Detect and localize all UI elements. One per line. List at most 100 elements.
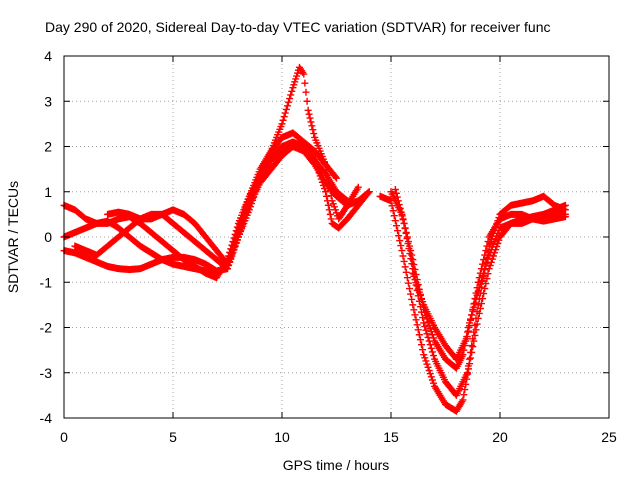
data-point	[409, 301, 417, 309]
data-point	[426, 370, 434, 378]
y-tick-label: 3	[44, 93, 52, 109]
data-point	[421, 354, 429, 362]
data-point	[472, 314, 480, 322]
data-point	[458, 398, 466, 406]
data-point	[414, 326, 422, 334]
data-point	[279, 116, 287, 124]
chart-title: Day 290 of 2020, Sidereal Day-to-day VTE…	[45, 19, 551, 35]
data-point	[235, 230, 243, 238]
data-point	[407, 290, 415, 298]
axis-ticks: 0 5 10 15 20 25 -4 -3 -2 -1 0 1 2 3 4	[40, 48, 617, 445]
data-point	[397, 208, 405, 216]
data-point	[475, 274, 483, 282]
data-point	[404, 279, 412, 287]
data-point	[430, 352, 438, 360]
data-point	[278, 120, 286, 128]
data-point	[409, 269, 417, 277]
data-point	[396, 237, 404, 245]
data-point	[477, 300, 485, 308]
data-point	[408, 295, 416, 303]
data-point	[413, 282, 421, 290]
data-point	[300, 70, 308, 78]
data-point	[473, 308, 481, 316]
data-point	[428, 348, 436, 356]
data-point	[419, 314, 427, 322]
data-point	[398, 247, 406, 255]
data-point	[240, 217, 248, 225]
data-point	[468, 342, 476, 350]
data-point	[285, 98, 293, 106]
data-point	[394, 197, 402, 205]
data-point	[354, 183, 362, 191]
data-point	[305, 110, 313, 118]
data-point	[403, 274, 411, 282]
data-point	[465, 355, 473, 363]
data-point	[418, 295, 426, 303]
data-point	[365, 188, 373, 196]
data-point	[325, 206, 333, 214]
y-tick-label: -1	[40, 274, 53, 290]
data-point	[307, 118, 315, 126]
data-point	[402, 229, 410, 237]
series-pass-9	[409, 210, 569, 363]
data-point	[412, 279, 420, 287]
data-point	[469, 343, 477, 351]
data-point	[411, 311, 419, 319]
data-point	[477, 265, 485, 273]
data-point	[301, 79, 309, 87]
data-point	[470, 300, 478, 308]
data-point	[489, 252, 497, 260]
data-point	[474, 278, 482, 286]
data-point	[322, 188, 330, 196]
data-point	[288, 87, 296, 95]
y-tick-label: -3	[40, 365, 53, 381]
data-point	[418, 341, 426, 349]
data-point	[281, 109, 289, 117]
data-point	[286, 95, 294, 103]
data-point	[481, 251, 489, 259]
data-point	[239, 220, 247, 228]
data-point	[237, 227, 245, 235]
data-point	[402, 268, 410, 276]
data-point	[430, 379, 438, 387]
data-point	[425, 366, 433, 374]
data-point	[426, 324, 434, 332]
data-point	[473, 284, 481, 292]
y-axis-label: SDTVAR / TECUs	[5, 181, 21, 293]
data-point	[282, 105, 290, 113]
data-point	[464, 327, 472, 335]
data-point	[425, 337, 433, 345]
data-point	[464, 362, 472, 370]
data-point	[310, 130, 318, 138]
data-point	[424, 333, 432, 341]
data-point	[484, 255, 492, 263]
data-point	[471, 295, 479, 303]
series-pass-5	[104, 138, 340, 268]
data-point	[392, 189, 400, 197]
data-point	[394, 227, 402, 235]
data-point	[243, 208, 251, 216]
data-point	[459, 396, 467, 404]
data-point	[476, 269, 484, 277]
data-point	[306, 114, 314, 122]
data-point	[424, 318, 432, 326]
data-point	[413, 321, 421, 329]
data-point	[304, 106, 312, 114]
data-point	[407, 255, 415, 263]
data-point	[474, 301, 482, 309]
x-tick-label: 0	[60, 429, 68, 445]
data-point	[414, 285, 422, 293]
data-point	[420, 351, 428, 359]
x-tick-label: 20	[492, 429, 508, 445]
data-point	[480, 256, 488, 264]
data-point	[463, 369, 471, 377]
data-point	[415, 331, 423, 339]
data-point	[428, 331, 436, 339]
data-point	[395, 232, 403, 240]
data-point	[423, 360, 431, 368]
data-point	[419, 298, 427, 306]
data-point	[302, 88, 310, 96]
data-point	[287, 91, 295, 99]
data-point	[323, 192, 331, 200]
